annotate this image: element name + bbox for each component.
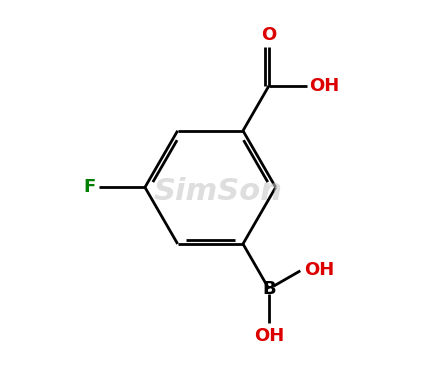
Text: F: F — [84, 178, 96, 196]
Text: O: O — [261, 26, 276, 44]
Text: OH: OH — [309, 77, 340, 95]
Text: OH: OH — [304, 261, 334, 278]
Text: SimSon: SimSon — [153, 177, 283, 206]
Text: B: B — [262, 280, 276, 298]
Text: OH: OH — [254, 327, 284, 345]
